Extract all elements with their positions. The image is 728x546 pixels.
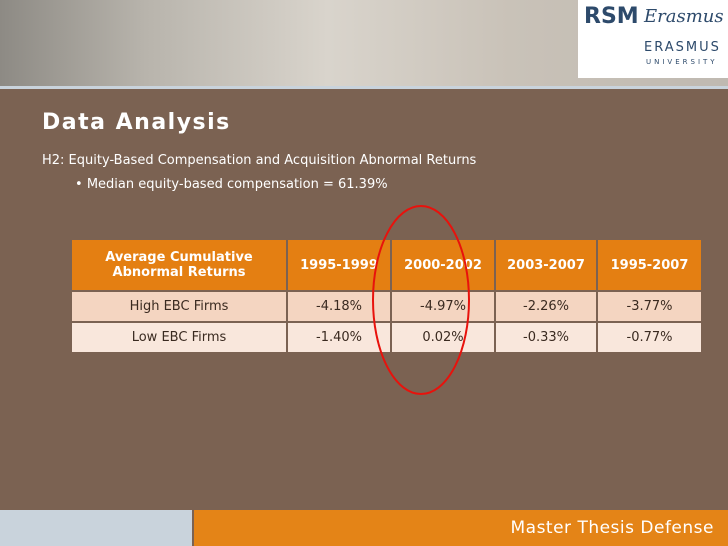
- header-cell: 2003-2007: [496, 240, 596, 290]
- logo-sub: UNIVERSITY: [646, 58, 718, 66]
- cell: -1.40%: [288, 323, 390, 352]
- row: High EBC Firms -4.18% -4.97% -2.26% -3.7…: [72, 292, 701, 321]
- title: Data Analysis: [42, 110, 231, 135]
- logo-name: ERASMUS: [644, 40, 721, 55]
- logo-mark: RSM: [584, 4, 639, 29]
- bullet-text: Median equity-based compensation = 61.39…: [86, 177, 388, 192]
- footer-left: [0, 510, 192, 546]
- header-cell: 2000-2002: [392, 240, 494, 290]
- cell: Low EBC Firms: [72, 323, 286, 352]
- footer: Master Thesis Defense: [194, 510, 728, 546]
- logo: RSM Erasmus ERASMUS UNIVERSITY: [578, 0, 728, 78]
- header-cell: Average Cumulative Abnormal Returns: [72, 240, 286, 290]
- logo-script: Erasmus: [644, 6, 724, 27]
- subtitle: H2: Equity-Based Compensation and Acquis…: [42, 153, 477, 168]
- cell: -2.26%: [496, 292, 596, 321]
- footer-text: Master Thesis Defense: [510, 518, 714, 538]
- table: Average Cumulative Abnormal Returns 1995…: [70, 238, 703, 354]
- row: Low EBC Firms -1.40% 0.02% -0.33% -0.77%: [72, 323, 701, 352]
- divider: [0, 86, 728, 89]
- header-cell: 1995-2007: [598, 240, 701, 290]
- cell: High EBC Firms: [72, 292, 286, 321]
- highlight-ellipse: [372, 205, 470, 395]
- cell: -4.97%: [392, 292, 494, 321]
- cell: -0.33%: [496, 323, 596, 352]
- cell: 0.02%: [392, 323, 494, 352]
- cell: -3.77%: [598, 292, 701, 321]
- cell: -0.77%: [598, 323, 701, 352]
- bullet: • Median equity-based compensation = 61.…: [75, 177, 388, 192]
